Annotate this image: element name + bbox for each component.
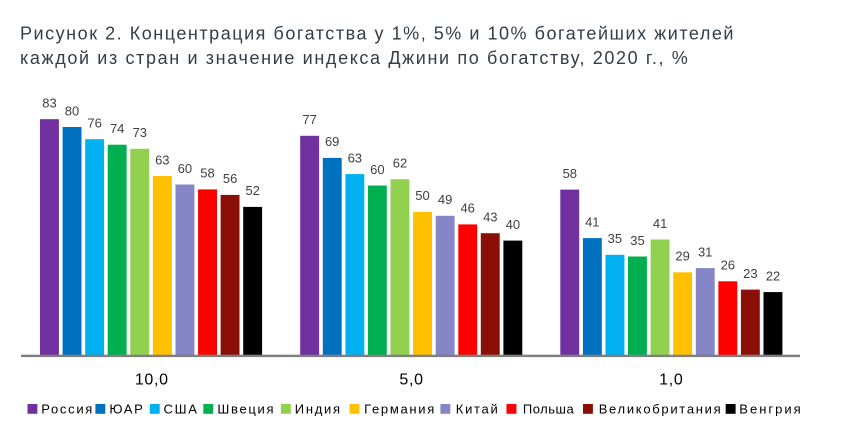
svg-text:Венгрия: Венгрия	[739, 401, 802, 416]
svg-text:5,0: 5,0	[399, 372, 423, 389]
svg-text:60: 60	[178, 161, 192, 176]
svg-text:43: 43	[483, 210, 497, 225]
svg-text:США: США	[164, 401, 199, 416]
svg-text:60: 60	[370, 162, 384, 177]
svg-text:Германия: Германия	[364, 401, 436, 416]
svg-text:35: 35	[608, 231, 622, 246]
svg-text:10,0: 10,0	[135, 372, 169, 389]
svg-text:Китай: Китай	[456, 401, 500, 416]
svg-text:63: 63	[155, 152, 169, 167]
svg-text:Великобритания: Великобритания	[599, 401, 723, 416]
svg-text:31: 31	[698, 244, 712, 259]
svg-text:Россия: Россия	[41, 401, 94, 416]
svg-text:26: 26	[721, 258, 735, 273]
svg-text:80: 80	[65, 103, 79, 118]
svg-text:22: 22	[766, 268, 780, 283]
svg-text:35: 35	[630, 233, 644, 248]
svg-text:каждой из стран и значение инд: каждой из стран и значение индекса Джини…	[20, 48, 689, 68]
svg-text:73: 73	[133, 125, 147, 140]
svg-text:74: 74	[110, 121, 124, 136]
svg-text:63: 63	[348, 150, 362, 165]
svg-text:46: 46	[460, 201, 474, 216]
svg-text:49: 49	[438, 192, 452, 207]
svg-text:62: 62	[393, 156, 407, 171]
svg-text:29: 29	[675, 249, 689, 264]
svg-text:69: 69	[325, 134, 339, 149]
svg-text:83: 83	[42, 96, 56, 111]
svg-text:41: 41	[585, 214, 599, 229]
svg-text:Польша: Польша	[523, 401, 575, 416]
svg-text:23: 23	[743, 266, 757, 281]
svg-text:58: 58	[563, 166, 577, 181]
svg-text:50: 50	[415, 188, 429, 203]
svg-text:Рисунок 2. Концентрация богатс: Рисунок 2. Концентрация богатства у 1%, …	[20, 23, 735, 43]
svg-text:Швеция: Швеция	[217, 401, 275, 416]
svg-text:56: 56	[223, 171, 237, 186]
svg-text:77: 77	[302, 112, 316, 127]
svg-text:58: 58	[200, 166, 214, 181]
svg-text:76: 76	[87, 116, 101, 131]
svg-text:Индия: Индия	[295, 401, 342, 416]
svg-text:40: 40	[506, 217, 520, 232]
svg-text:52: 52	[245, 183, 259, 198]
svg-text:41: 41	[653, 216, 667, 231]
svg-text:1,0: 1,0	[659, 372, 683, 389]
svg-text:ЮАР: ЮАР	[109, 401, 144, 416]
